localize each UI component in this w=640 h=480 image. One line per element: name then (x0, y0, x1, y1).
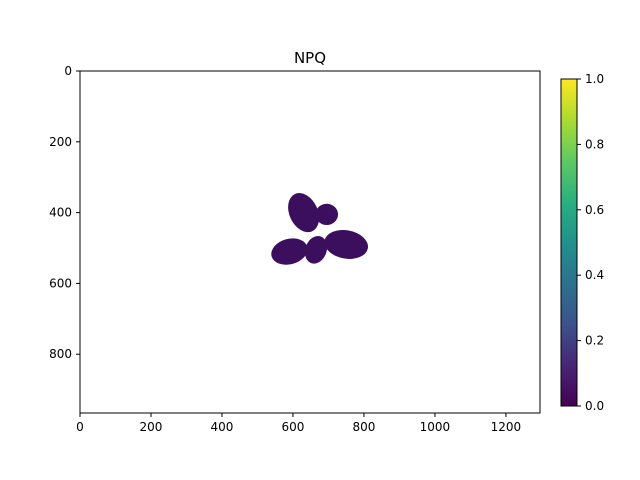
y-tick-label: 200 (49, 135, 72, 149)
x-tick-label: 200 (140, 420, 163, 434)
plant-leaf (271, 238, 308, 265)
plot-frame (79, 70, 541, 414)
colorbar-tick-label: 0.8 (585, 137, 604, 151)
plant-leaf (315, 203, 339, 226)
colorbar-tick-label: 0.2 (585, 334, 604, 348)
y-tick-label: 800 (49, 347, 72, 361)
image-layer (271, 193, 369, 265)
y-tick-label: 0 (64, 64, 72, 78)
x-tick-label: 800 (352, 420, 375, 434)
x-tick-label: 600 (282, 420, 305, 434)
y-tick-label: 600 (49, 276, 72, 290)
x-tick-label: 1200 (491, 420, 522, 434)
colorbar-tick-label: 0.6 (585, 203, 604, 217)
plant-leaf (304, 235, 328, 264)
y-tick-label: 400 (49, 206, 72, 220)
colorbar-tick-label: 1.0 (585, 72, 604, 86)
plant-leaf (324, 230, 369, 259)
chart-title: NPQ (294, 49, 326, 67)
x-tick-label: 1000 (420, 420, 451, 434)
colorbar-tick-label: 0.0 (585, 399, 604, 413)
colorbar (560, 78, 578, 407)
x-tick-label: 400 (211, 420, 234, 434)
x-axis: 0 200 400 600 800 1000 1200 (76, 413, 521, 434)
x-tick-label: 0 (76, 420, 84, 434)
colorbar-tick-label: 0.4 (585, 268, 604, 282)
colorbar-axis: 0.0 0.2 0.4 0.6 0.8 1.0 (577, 72, 604, 413)
y-axis: 0 200 400 600 800 (49, 64, 80, 361)
plant-leaf (288, 193, 320, 233)
